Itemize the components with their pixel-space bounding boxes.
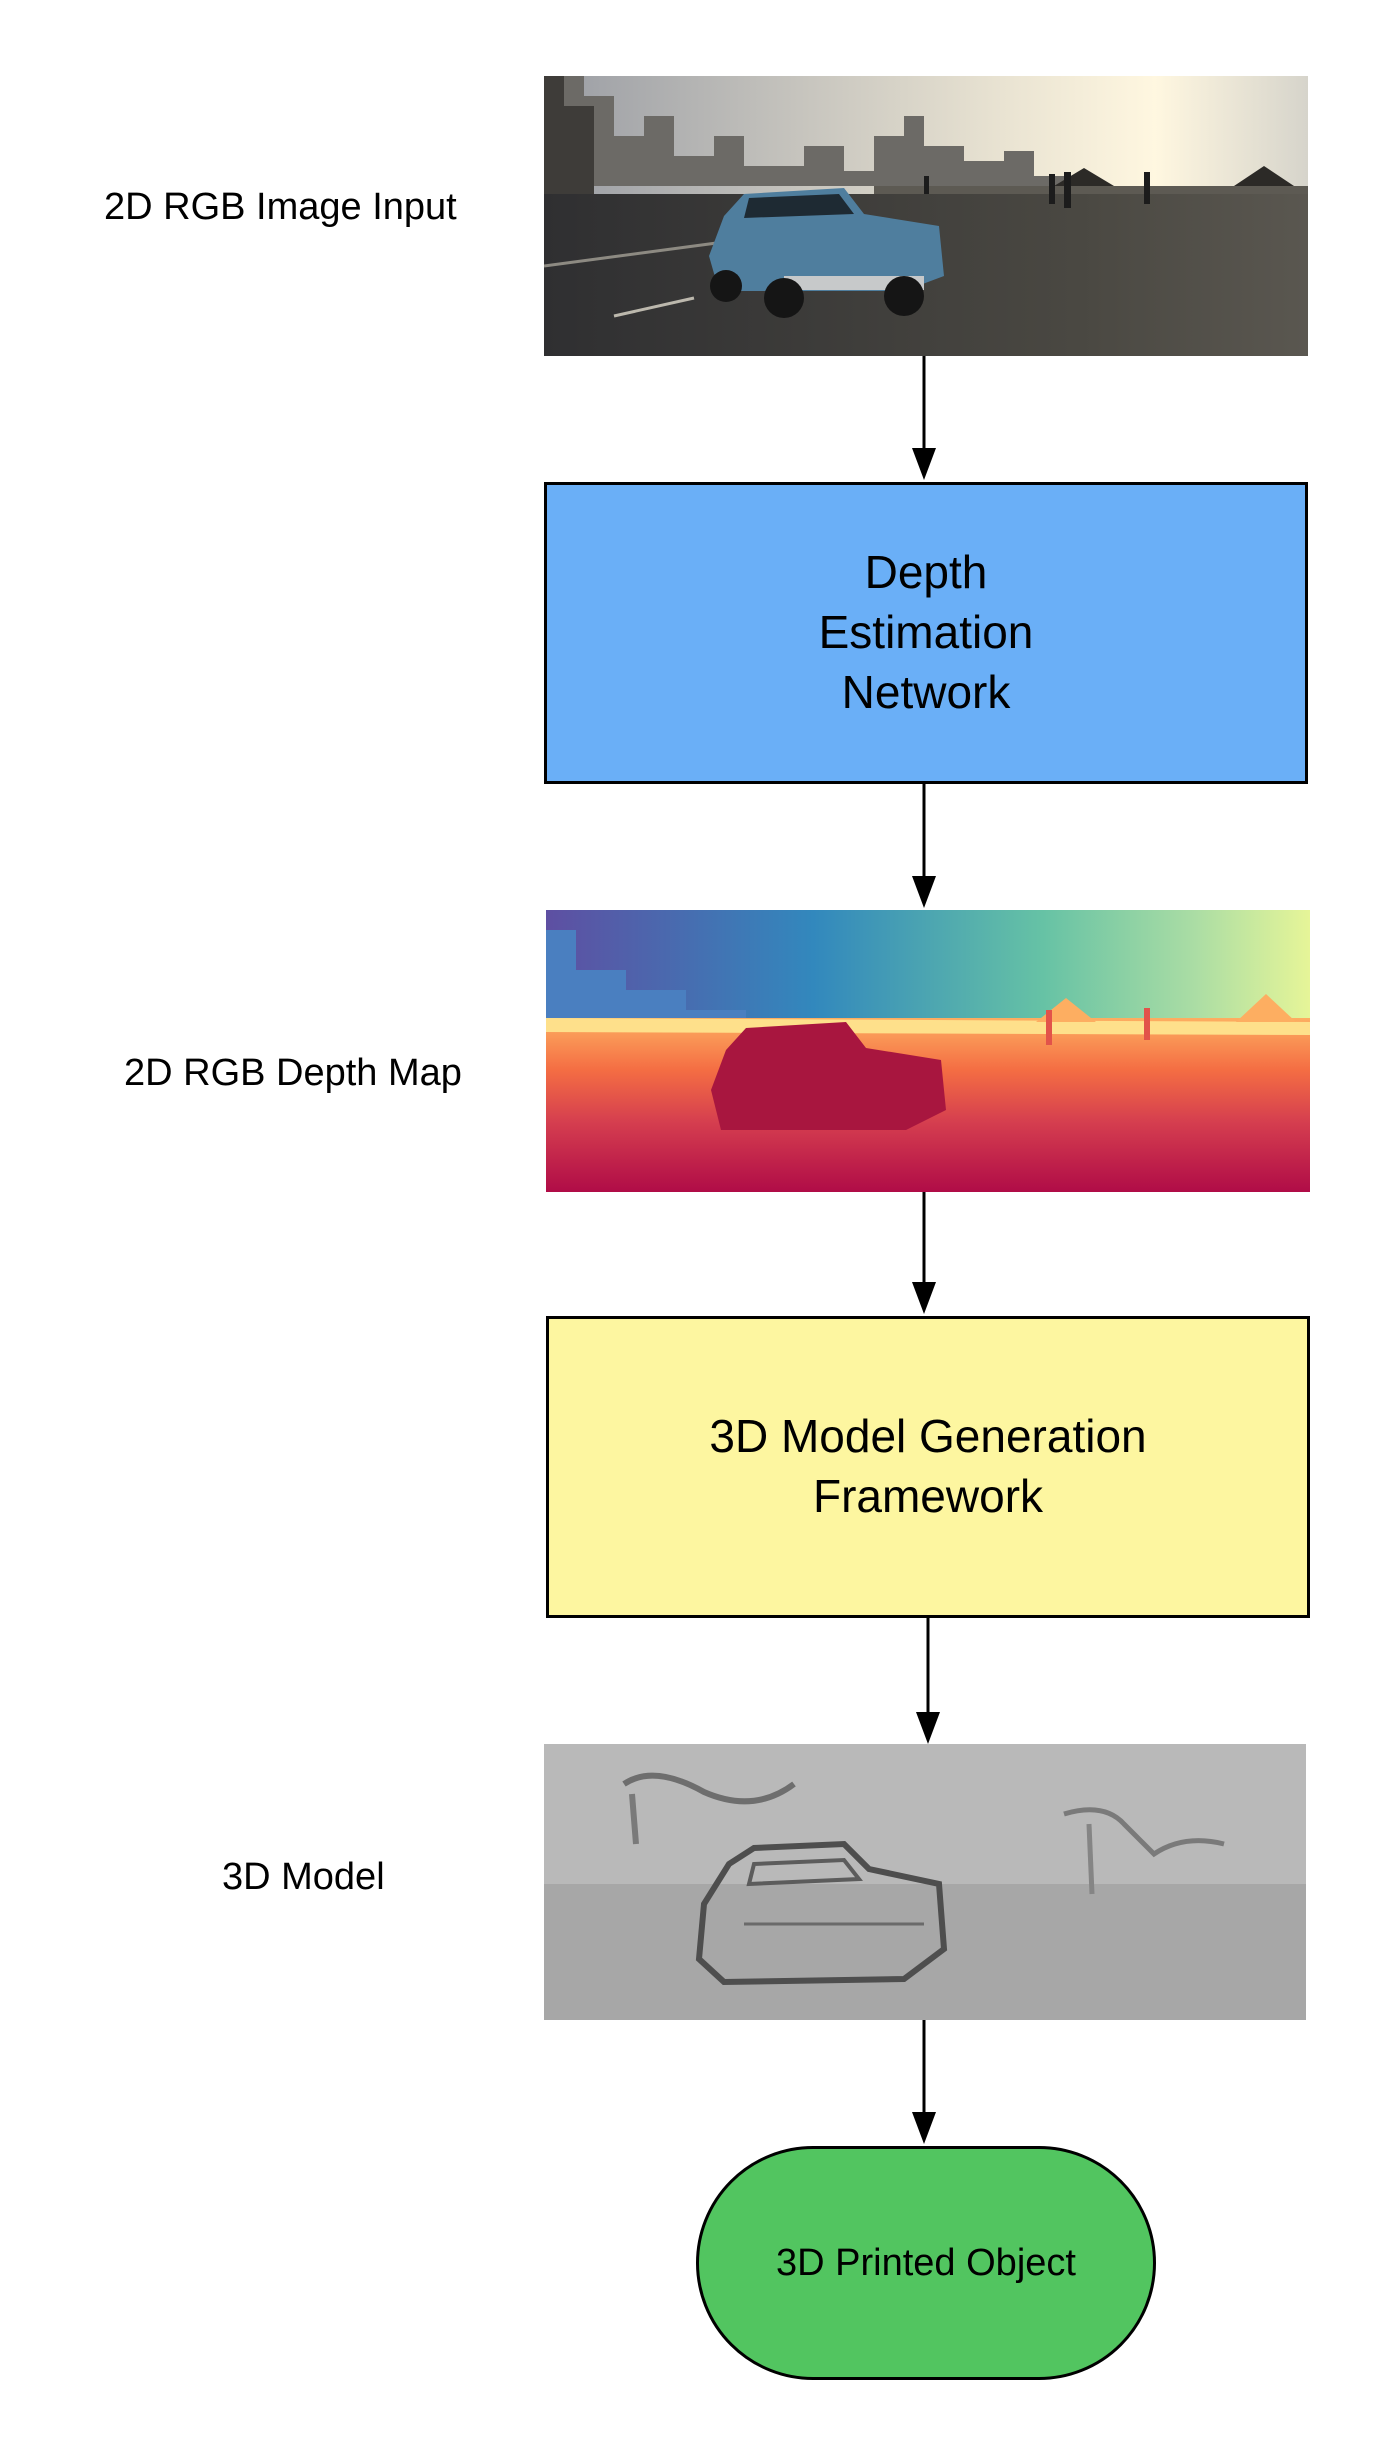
model-3d-image xyxy=(544,1744,1306,2020)
model-generation-framework-box: 3D Model Generation Framework xyxy=(546,1316,1310,1618)
model-3d-caption: 3D Model xyxy=(222,1856,385,1898)
arrowhead-2 xyxy=(912,876,936,908)
arrowhead-5 xyxy=(912,2112,936,2144)
rgb-input-image xyxy=(544,76,1308,356)
depth-estimation-network-label: Depth Estimation Network xyxy=(818,546,1034,718)
street-scene-photo xyxy=(544,76,1308,356)
arrowhead-4 xyxy=(916,1712,940,1744)
arrowhead-3 xyxy=(912,1282,936,1314)
depth-map-image xyxy=(546,910,1310,1192)
printed-object-terminal: 3D Printed Object xyxy=(696,2146,1156,2380)
rgb-input-caption: 2D RGB Image Input xyxy=(104,186,457,228)
printed-object-label: 3D Printed Object xyxy=(776,2241,1076,2284)
depth-map-caption: 2D RGB Depth Map xyxy=(124,1052,462,1094)
arrowhead-1 xyxy=(912,448,936,480)
grey-relief-render xyxy=(544,1744,1306,2020)
depth-estimation-network-box: Depth Estimation Network xyxy=(544,482,1308,784)
model-generation-framework-label: 3D Model Generation Framework xyxy=(709,1410,1147,1522)
depth-map-heatmap xyxy=(546,910,1310,1192)
